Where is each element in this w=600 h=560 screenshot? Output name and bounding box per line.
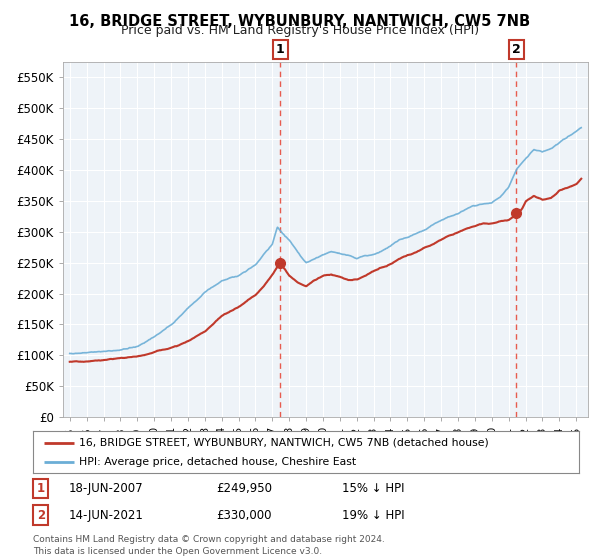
Text: Price paid vs. HM Land Registry's House Price Index (HPI): Price paid vs. HM Land Registry's House …	[121, 24, 479, 37]
Text: 1: 1	[37, 482, 45, 495]
Text: HPI: Average price, detached house, Cheshire East: HPI: Average price, detached house, Ches…	[79, 457, 356, 467]
Text: 14-JUN-2021: 14-JUN-2021	[69, 508, 144, 522]
Text: 16, BRIDGE STREET, WYBUNBURY, NANTWICH, CW5 7NB (detached house): 16, BRIDGE STREET, WYBUNBURY, NANTWICH, …	[79, 437, 489, 447]
Text: £249,950: £249,950	[216, 482, 272, 495]
Text: 2: 2	[512, 43, 521, 56]
Text: Contains HM Land Registry data © Crown copyright and database right 2024.
This d: Contains HM Land Registry data © Crown c…	[33, 535, 385, 556]
Text: 16, BRIDGE STREET, WYBUNBURY, NANTWICH, CW5 7NB: 16, BRIDGE STREET, WYBUNBURY, NANTWICH, …	[70, 14, 530, 29]
Text: 2: 2	[37, 508, 45, 522]
Text: 18-JUN-2007: 18-JUN-2007	[69, 482, 143, 495]
Text: 19% ↓ HPI: 19% ↓ HPI	[342, 508, 404, 522]
Text: £330,000: £330,000	[216, 508, 271, 522]
Text: 1: 1	[276, 43, 284, 56]
Text: 15% ↓ HPI: 15% ↓ HPI	[342, 482, 404, 495]
